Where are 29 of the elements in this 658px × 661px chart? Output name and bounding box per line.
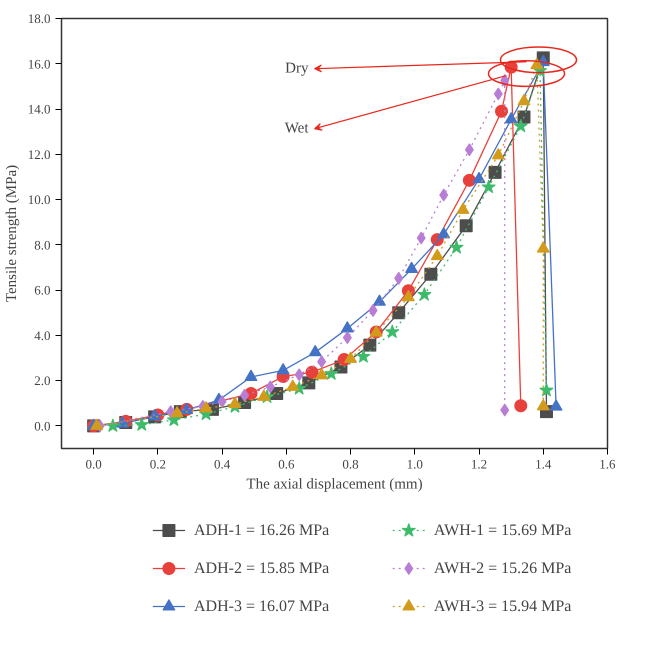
y-tick-label: 2.0 <box>34 373 50 388</box>
x-tick-label: 0.0 <box>85 456 102 472</box>
legend-label: AWH-2 = 15.26 MPa <box>434 560 572 577</box>
y-tick-label: 12.0 <box>28 146 50 162</box>
legend-label: ADH-3 = 16.07 MPa <box>194 598 330 615</box>
x-tick-label: 0.2 <box>150 456 166 472</box>
annotation: Wet <box>284 120 310 137</box>
annotation: Dry <box>285 60 309 77</box>
x-tick-label: 1.2 <box>470 456 488 472</box>
y-tick-label: 10.0 <box>28 192 50 208</box>
x-tick-label: 1.6 <box>599 456 616 472</box>
legend-label: AWH-1 = 15.69 MPa <box>434 522 572 539</box>
y-tick-label: 18.0 <box>28 11 50 26</box>
y-tick-label: 14.0 <box>28 102 50 117</box>
legend-label: AWH-3 = 15.94 MPa <box>434 598 572 615</box>
x-tick-label: 1.0 <box>406 456 423 472</box>
y-tick-label: 4.0 <box>34 328 50 343</box>
y-tick-label: 16.0 <box>28 56 50 72</box>
y-tick-label: 8.0 <box>34 237 50 252</box>
x-tick-label: 0.6 <box>278 456 295 472</box>
x-tick-label: 0.4 <box>214 456 231 472</box>
y-axis-title: Tensile strength (MPa) <box>4 164 20 302</box>
x-tick-label: 0.8 <box>342 456 359 472</box>
legend-label: ADH-2 = 15.85 MPa <box>194 560 330 577</box>
y-tick-label: 0.0 <box>34 418 50 434</box>
x-tick-label: 1.4 <box>535 456 552 472</box>
legend-label: ADH-1 = 16.26 MPa <box>194 522 330 539</box>
y-tick-label: 6.0 <box>34 282 50 298</box>
x-axis-title: The axial displacement (mm) <box>246 476 423 492</box>
